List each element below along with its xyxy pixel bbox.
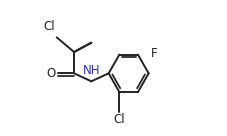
Text: F: F	[150, 47, 157, 60]
Text: NH: NH	[82, 64, 100, 77]
Text: Cl: Cl	[44, 20, 55, 33]
Text: Cl: Cl	[113, 113, 125, 126]
Text: O: O	[46, 67, 55, 80]
